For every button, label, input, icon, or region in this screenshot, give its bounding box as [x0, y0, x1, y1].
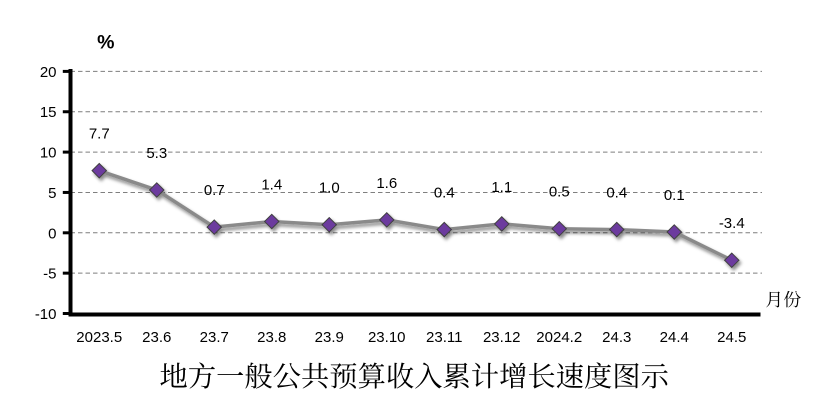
svg-text:-5: -5 [43, 266, 56, 283]
svg-text:5: 5 [48, 185, 56, 202]
svg-text:2024.2: 2024.2 [536, 329, 582, 346]
svg-text:5.3: 5.3 [146, 145, 167, 162]
svg-text:-3.4: -3.4 [719, 215, 745, 232]
svg-text:10: 10 [40, 145, 57, 162]
svg-text:23.7: 23.7 [200, 329, 229, 346]
svg-text:24.4: 24.4 [660, 329, 689, 346]
svg-text:%: % [97, 32, 114, 54]
svg-text:0.1: 0.1 [664, 187, 685, 204]
svg-text:0.5: 0.5 [549, 184, 570, 201]
svg-text:1.4: 1.4 [261, 176, 282, 193]
svg-text:24.3: 24.3 [602, 329, 631, 346]
svg-text:0.7: 0.7 [204, 182, 225, 199]
svg-text:24.5: 24.5 [717, 329, 746, 346]
svg-text:20: 20 [40, 64, 57, 81]
svg-text:15: 15 [40, 104, 57, 121]
svg-text:7.7: 7.7 [89, 126, 110, 143]
svg-text:1.1: 1.1 [491, 179, 512, 196]
svg-text:23.10: 23.10 [368, 329, 406, 346]
svg-text:23.8: 23.8 [257, 329, 286, 346]
svg-text:23.6: 23.6 [142, 329, 171, 346]
svg-text:23.12: 23.12 [483, 329, 521, 346]
svg-text:0.4: 0.4 [434, 185, 455, 202]
svg-text:23.9: 23.9 [315, 329, 344, 346]
svg-text:23.11: 23.11 [426, 329, 462, 346]
svg-text:2023.5: 2023.5 [76, 329, 122, 346]
svg-text:1.6: 1.6 [376, 175, 397, 192]
svg-text:0.4: 0.4 [606, 185, 627, 202]
svg-text:0: 0 [48, 225, 56, 242]
svg-text:-10: -10 [35, 306, 57, 323]
svg-text:1.0: 1.0 [319, 180, 340, 197]
